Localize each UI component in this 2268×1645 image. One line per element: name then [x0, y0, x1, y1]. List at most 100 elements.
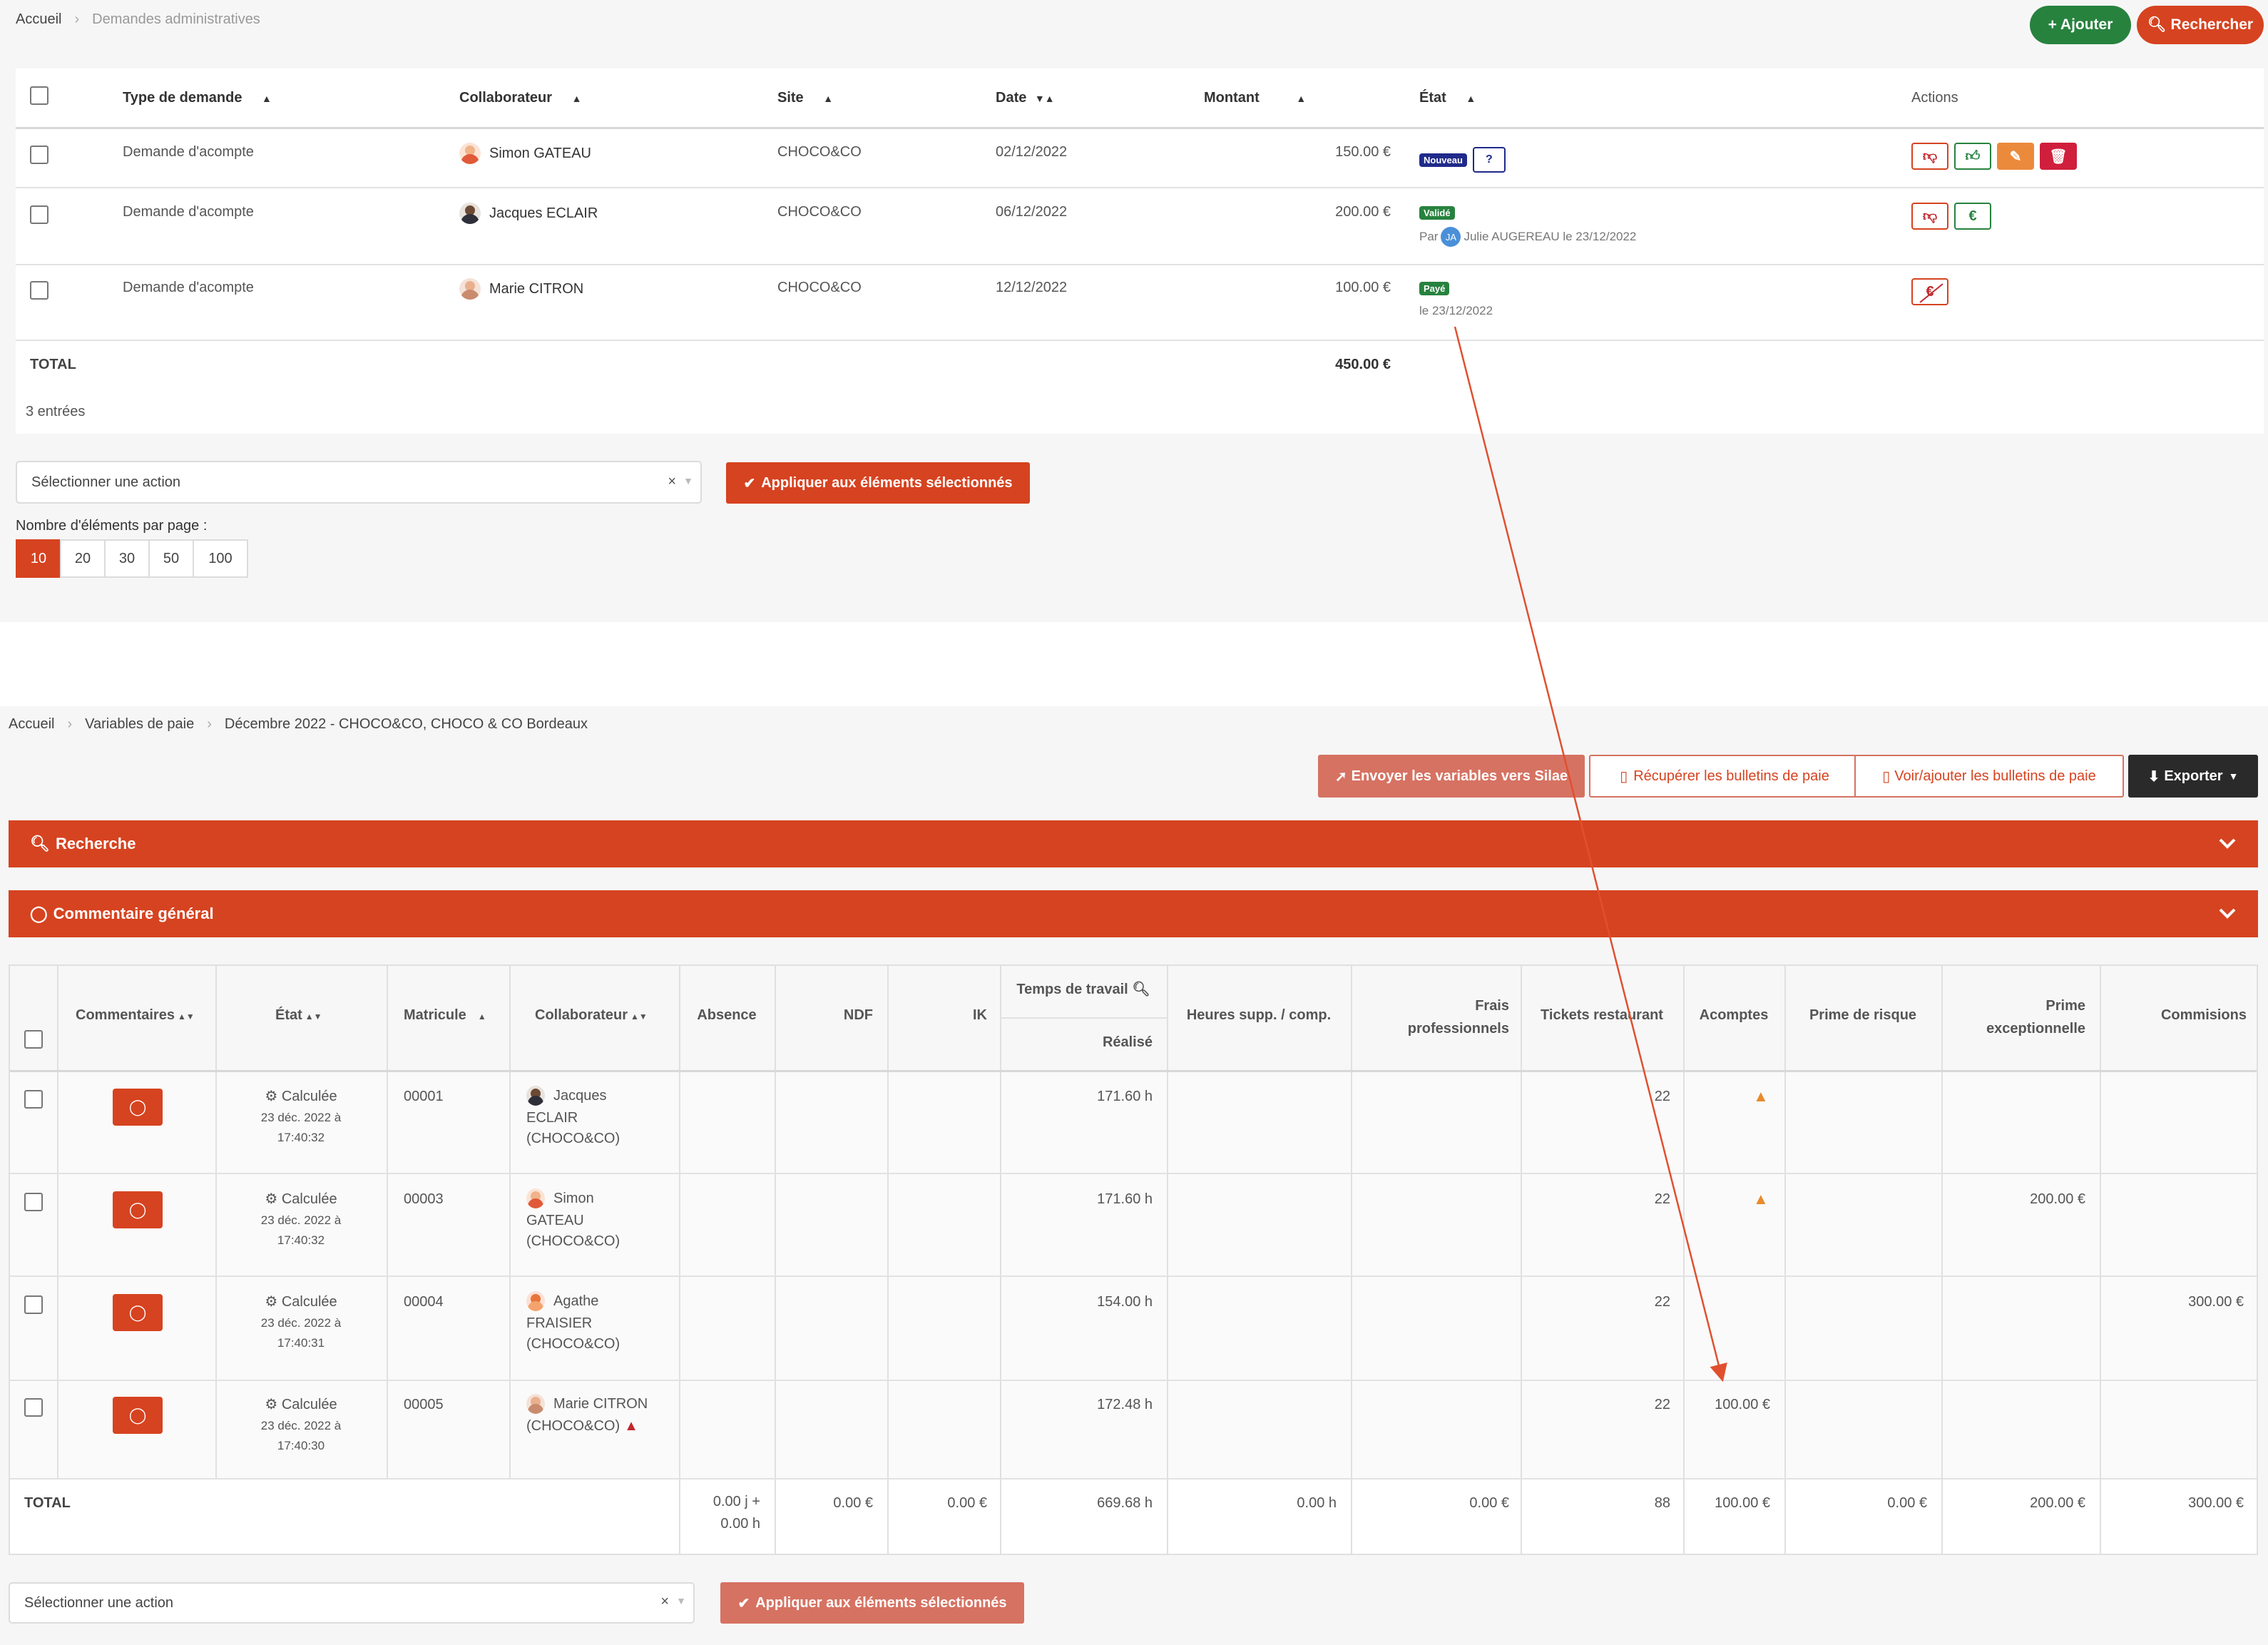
breadcrumb-home[interactable]: Accueil [16, 11, 62, 27]
column-divider [679, 966, 680, 1555]
row-state: ⚙ Calculée 23 déc. 2022 à 17:40:31 [260, 1294, 342, 1350]
check-circle-icon: ✔ [737, 1595, 750, 1611]
row-realized: 154.00 h [1097, 1294, 1153, 1310]
column-header-montant[interactable]: Montant ▲ [1204, 90, 1307, 106]
comment-button[interactable]: ◯ [113, 1191, 163, 1228]
per-page-option[interactable]: 100 [193, 539, 248, 578]
comment-button[interactable]: ◯ [113, 1089, 163, 1126]
breadcrumb-home[interactable]: Accueil [9, 716, 55, 732]
comment-icon: ◯ [128, 1303, 147, 1321]
thumbs-down-icon: 👎︎ [1922, 148, 1938, 164]
select-all-checkbox[interactable] [24, 1030, 43, 1049]
per-page-option[interactable]: 10 [16, 539, 61, 578]
total-prime-exceptionnelle: 200.00 € [2030, 1495, 2085, 1511]
breadcrumb-separator: › [67, 716, 73, 732]
edit-icon: ✎ [2009, 148, 2022, 165]
row-checkbox[interactable] [24, 1193, 43, 1211]
paper-plane-icon: ➚ [1334, 768, 1347, 785]
column-header-collaborator[interactable]: Collaborateur ▲▼ [535, 1007, 648, 1023]
apply-button[interactable]: ✔ Appliquer aux éléments sélectionnés [720, 1582, 1024, 1624]
thumbs-down-icon: 👎︎ [1922, 208, 1938, 224]
bulk-action-select[interactable]: Sélectionner une action × ▼ [9, 1582, 695, 1624]
column-header-site[interactable]: Site ▲ [777, 90, 834, 106]
apply-button[interactable]: ✔ Appliquer aux éléments sélectionnés [726, 462, 1030, 504]
comment-button[interactable]: ◯ [113, 1294, 163, 1331]
row-matricule: 00005 [404, 1397, 444, 1412]
row-collaborator[interactable]: Jacques ECLAIR [459, 203, 598, 224]
row-divider [16, 264, 2264, 265]
column-divider [887, 966, 889, 1555]
column-divider [1167, 966, 1168, 1555]
column-header-work-time[interactable]: Temps de travail 🔍︎ [1016, 982, 1150, 997]
pay-button[interactable]: € [1954, 203, 1991, 230]
payroll-table-header [10, 966, 2257, 1071]
row-collaborator[interactable]: Simon GATEAU [459, 143, 591, 164]
reject-button[interactable]: 👎︎ [1911, 203, 1948, 230]
total-tickets: 88 [1654, 1495, 1670, 1511]
row-checkbox[interactable] [24, 1295, 43, 1314]
search-panel-header[interactable]: 🔍︎ Recherche [9, 820, 2258, 867]
row-checkbox[interactable] [30, 281, 48, 300]
bulk-action-select[interactable]: Sélectionner une action × ▼ [16, 461, 702, 504]
delete-button[interactable]: 🗑︎ [2040, 143, 2077, 170]
row-divider [16, 340, 2264, 341]
row-acomptes: 100.00 € [1715, 1397, 1770, 1412]
send-silae-button[interactable]: ➚ Envoyer les variables vers Silae [1318, 755, 1585, 798]
add-button[interactable]: + Ajouter [2030, 6, 2131, 44]
row-divider [16, 187, 2264, 188]
general-comment-panel-header[interactable]: ◯ Commentaire général [9, 890, 2258, 937]
row-divider [10, 1380, 2257, 1381]
row-tickets: 22 [1654, 1191, 1670, 1207]
row-checkbox[interactable] [30, 146, 48, 164]
row-checkbox[interactable] [30, 205, 48, 224]
row-collaborator[interactable]: Marie CITRON (CHOCO&CO) ▲ [526, 1394, 648, 1435]
row-realized: 172.48 h [1097, 1397, 1153, 1412]
search-button[interactable]: 🔍︎ Rechercher [2137, 6, 2264, 44]
chevron-down-icon [2219, 838, 2236, 849]
column-header-date[interactable]: Date ▼▲ [996, 90, 1055, 106]
chevron-down-icon: ▼ [2228, 770, 2239, 782]
view-payslips-button[interactable]: ▯ Voir/ajouter les bulletins de paie [1854, 755, 2124, 798]
approve-button[interactable]: 👍︎ [1954, 143, 1991, 170]
column-header-state[interactable]: État ▲▼ [275, 1007, 322, 1023]
search-icon: 🔍︎ [2147, 16, 2167, 33]
column-header-type[interactable]: Type de demande ▲ [123, 90, 272, 106]
column-header-matricule[interactable]: Matricule ▲ [404, 1007, 486, 1023]
avatar [459, 203, 481, 224]
status-badge: Nouveau [1419, 153, 1467, 167]
select-all-checkbox[interactable] [30, 86, 48, 105]
row-collaborator[interactable]: Agathe FRAISIER (CHOCO&CO) [526, 1291, 620, 1353]
row-collaborator[interactable]: Jacques ECLAIR (CHOCO&CO) [526, 1086, 620, 1147]
row-checkbox[interactable] [24, 1398, 43, 1417]
total-absence: 0.00 j + 0.00 h [712, 1494, 760, 1532]
status-info-button[interactable]: ? [1472, 147, 1506, 173]
column-header-comments[interactable]: Commentaires ▲▼ [76, 1007, 195, 1023]
row-divider [10, 1478, 2257, 1480]
column-header-etat[interactable]: État ▲ [1419, 90, 1476, 106]
row-actions: 👎︎ 👍︎ ✎ 🗑︎ [1911, 143, 2077, 170]
row-collaborator[interactable]: Marie CITRON [459, 278, 583, 300]
row-divider [10, 1173, 2257, 1174]
breadcrumb-payroll[interactable]: Variables de paie [85, 716, 195, 732]
header-divider [10, 1070, 2257, 1072]
cogs-icon: ⚙ [265, 1089, 278, 1104]
total-label: TOTAL [30, 357, 76, 372]
per-page-option[interactable]: 20 [60, 539, 106, 578]
cancel-payment-button[interactable]: € [1911, 278, 1948, 305]
clear-icon[interactable]: × [660, 1594, 669, 1609]
reject-button[interactable]: 👎︎ [1911, 143, 1948, 170]
edit-button[interactable]: ✎ [1997, 143, 2034, 170]
row-state: ⚙ Calculée 23 déc. 2022 à 17:40:32 [260, 1089, 342, 1144]
column-divider [775, 966, 776, 1555]
per-page-option[interactable]: 50 [148, 539, 194, 578]
column-header-tickets: Tickets restaurant [1541, 1007, 1663, 1023]
retrieve-payslips-button[interactable]: ▯ Récupérer les bulletins de paie [1589, 755, 1860, 798]
clear-icon[interactable]: × [668, 474, 676, 489]
export-button[interactable]: ⬇ Exporter ▼ [2128, 755, 2258, 798]
row-checkbox[interactable] [24, 1090, 43, 1109]
column-header-collab[interactable]: Collaborateur ▲ [459, 90, 582, 106]
row-collaborator[interactable]: Simon GATEAU (CHOCO&CO) [526, 1188, 620, 1250]
search-button-label: Rechercher [2170, 16, 2254, 33]
per-page-option[interactable]: 30 [104, 539, 150, 578]
comment-button[interactable]: ◯ [113, 1397, 163, 1434]
